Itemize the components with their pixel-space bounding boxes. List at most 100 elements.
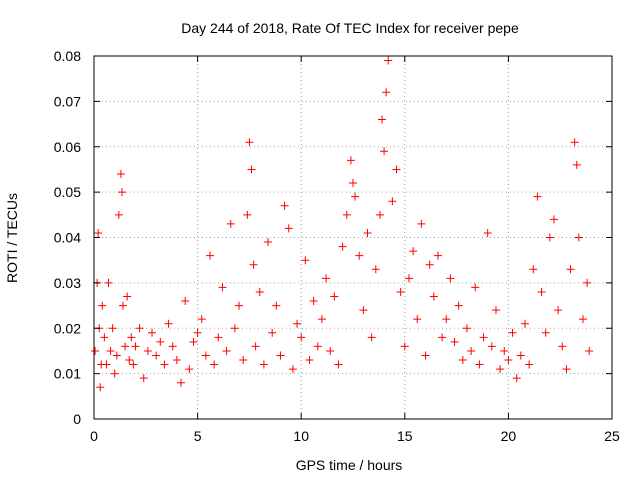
data-point	[554, 306, 563, 315]
scatter-points	[91, 56, 594, 392]
data-point	[235, 301, 244, 310]
data-point	[297, 333, 306, 342]
data-point	[129, 360, 138, 369]
data-point	[96, 383, 105, 392]
data-point	[525, 360, 534, 369]
data-point	[382, 88, 391, 97]
data-point	[512, 374, 521, 383]
data-point	[218, 283, 227, 292]
data-point	[454, 301, 463, 310]
data-point	[330, 292, 339, 301]
data-point	[214, 333, 223, 342]
x-axis-label: GPS time / hours	[296, 457, 403, 473]
data-point	[309, 297, 318, 306]
data-point	[168, 342, 177, 351]
data-point	[404, 274, 413, 283]
data-point	[230, 324, 239, 333]
data-point	[562, 365, 571, 374]
data-point	[338, 242, 347, 251]
data-point	[570, 138, 579, 147]
data-point	[177, 378, 186, 387]
data-point	[313, 342, 322, 351]
data-point	[114, 210, 123, 219]
data-point	[125, 356, 134, 365]
data-point	[504, 356, 513, 365]
data-point	[442, 315, 451, 324]
data-point	[545, 233, 554, 242]
x-tick-label: 20	[501, 428, 517, 444]
data-point	[334, 360, 343, 369]
data-point	[245, 138, 254, 147]
data-point	[349, 179, 357, 188]
data-point	[558, 342, 567, 351]
data-point	[164, 319, 173, 328]
data-point	[355, 251, 364, 260]
y-tick-label: 0.06	[54, 139, 81, 155]
data-point	[409, 247, 418, 256]
data-point	[100, 333, 109, 342]
data-point	[378, 115, 387, 124]
data-point	[566, 265, 575, 274]
data-point	[572, 160, 581, 169]
data-point	[462, 324, 471, 333]
data-point	[375, 210, 384, 219]
data-point	[284, 224, 293, 233]
data-point	[433, 251, 442, 260]
data-point	[516, 351, 525, 360]
x-tick-label: 5	[194, 428, 202, 444]
data-point	[152, 351, 161, 360]
data-point	[121, 342, 130, 351]
data-point	[210, 360, 219, 369]
data-point	[322, 274, 331, 283]
data-point	[106, 346, 115, 355]
data-point	[578, 315, 587, 324]
data-point	[413, 315, 422, 324]
data-point	[483, 228, 492, 237]
axis-ticks	[93, 55, 613, 420]
data-point	[102, 360, 111, 369]
data-point	[139, 374, 148, 383]
data-point	[276, 351, 285, 360]
data-point	[537, 287, 546, 296]
data-point	[446, 274, 455, 283]
data-point	[117, 188, 126, 197]
data-point	[305, 356, 314, 365]
data-point	[243, 210, 252, 219]
data-point	[119, 301, 128, 310]
y-tick-label: 0.01	[54, 366, 81, 382]
data-point	[450, 337, 459, 346]
data-point	[206, 251, 215, 260]
data-point	[94, 228, 103, 237]
data-point	[148, 328, 157, 337]
data-point	[583, 278, 592, 287]
data-point	[160, 360, 169, 369]
data-point	[123, 292, 132, 301]
chart-title: Day 244 of 2018, Rate Of TEC Index for r…	[181, 20, 519, 36]
x-tick-label: 0	[90, 428, 98, 444]
data-point	[189, 337, 198, 346]
data-point	[487, 342, 496, 351]
data-point	[429, 292, 438, 301]
data-point	[585, 346, 594, 355]
data-point	[367, 333, 376, 342]
data-point	[326, 346, 335, 355]
y-axis-label: ROTI / TECUs	[4, 193, 20, 283]
data-point	[380, 147, 389, 156]
data-point	[471, 283, 480, 292]
data-point	[112, 351, 121, 360]
data-point	[491, 306, 500, 315]
data-point	[342, 210, 351, 219]
data-point	[255, 287, 264, 296]
data-point	[508, 328, 517, 337]
data-point	[371, 265, 380, 274]
data-point	[127, 333, 136, 342]
data-point	[268, 328, 277, 337]
data-point	[392, 165, 401, 174]
data-point	[467, 346, 476, 355]
data-point	[185, 365, 194, 374]
data-point	[533, 192, 542, 201]
data-point	[135, 324, 144, 333]
data-point	[317, 315, 326, 324]
